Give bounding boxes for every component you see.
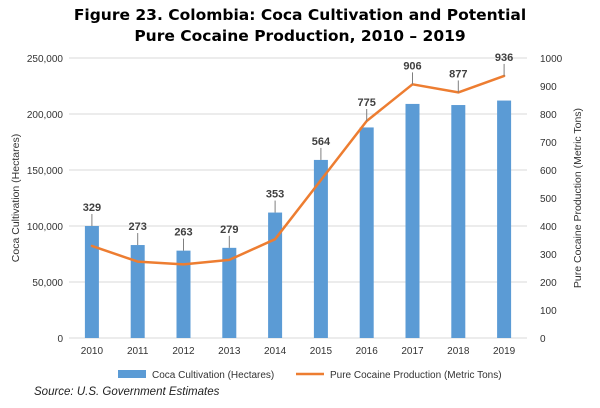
bar <box>268 212 283 338</box>
x-tick-label: 2017 <box>401 346 424 357</box>
y-tick-label-right: 300 <box>540 250 557 261</box>
y-tick-label-left: 0 <box>57 334 63 345</box>
y-axis-title-right: Pure Cocaine Production (Metric Tons) <box>572 108 584 288</box>
x-tick-label: 2011 <box>127 346 149 357</box>
data-label: 936 <box>495 52 513 64</box>
bar <box>176 250 191 338</box>
bar <box>497 100 512 338</box>
data-label: 273 <box>129 221 147 233</box>
y-tick-label-right: 800 <box>540 110 557 121</box>
data-label: 279 <box>220 224 238 236</box>
y-tick-label-right: 900 <box>540 82 557 93</box>
data-label: 775 <box>358 97 376 109</box>
bar <box>130 245 145 338</box>
bar <box>405 103 420 338</box>
y-tick-label-left: 200,000 <box>27 110 64 121</box>
y-tick-label-right: 1000 <box>540 54 563 65</box>
legend-label-bars: Coca Cultivation (Hectares) <box>152 370 274 381</box>
y-tick-label-right: 600 <box>540 166 557 177</box>
data-label: 906 <box>403 60 421 72</box>
chart-title-line2: Pure Cocaine Production, 2010 – 2019 <box>134 27 466 45</box>
x-tick-label: 2016 <box>356 346 379 357</box>
bar <box>451 105 466 338</box>
y-tick-label-left: 150,000 <box>27 166 64 177</box>
x-tick-label: 2018 <box>447 346 470 357</box>
data-label: 353 <box>266 189 284 201</box>
y-tick-label-right: 100 <box>540 306 557 317</box>
legend-label-line: Pure Cocaine Production (Metric Tons) <box>330 370 502 381</box>
bar <box>359 127 374 338</box>
bar <box>222 247 237 338</box>
source-note: Source: U.S. Government Estimates <box>34 386 220 398</box>
x-tick-label: 2010 <box>81 346 104 357</box>
bar <box>84 226 99 338</box>
data-label: 564 <box>312 136 331 148</box>
legend-swatch-bars <box>118 370 146 378</box>
y-tick-label-right: 400 <box>540 222 557 233</box>
x-tick-label: 2015 <box>310 346 333 357</box>
data-label: 329 <box>83 202 101 214</box>
data-label: 877 <box>449 68 467 80</box>
x-tick-label: 2012 <box>172 346 195 357</box>
y-tick-label-right: 500 <box>540 194 557 205</box>
data-label: 263 <box>174 227 192 239</box>
y-tick-label-right: 200 <box>540 278 557 289</box>
x-tick-label: 2014 <box>264 346 287 357</box>
y-tick-label-right: 0 <box>540 334 546 345</box>
chart-title-line1: Figure 23. Colombia: Coca Cultivation an… <box>73 6 527 24</box>
production-line <box>90 74 506 266</box>
y-tick-label-left: 100,000 <box>27 222 64 233</box>
y-axis-title-left: Coca Cultivation (Hectares) <box>10 134 22 262</box>
x-tick-label: 2019 <box>493 346 516 357</box>
chart-title: Figure 23. Colombia: Coca Cultivation an… <box>0 5 600 47</box>
y-tick-label-right: 700 <box>540 138 557 149</box>
x-tick-label: 2013 <box>218 346 241 357</box>
y-tick-label-left: 250,000 <box>27 54 64 65</box>
bar <box>313 159 328 338</box>
y-tick-label-left: 50,000 <box>32 278 63 289</box>
